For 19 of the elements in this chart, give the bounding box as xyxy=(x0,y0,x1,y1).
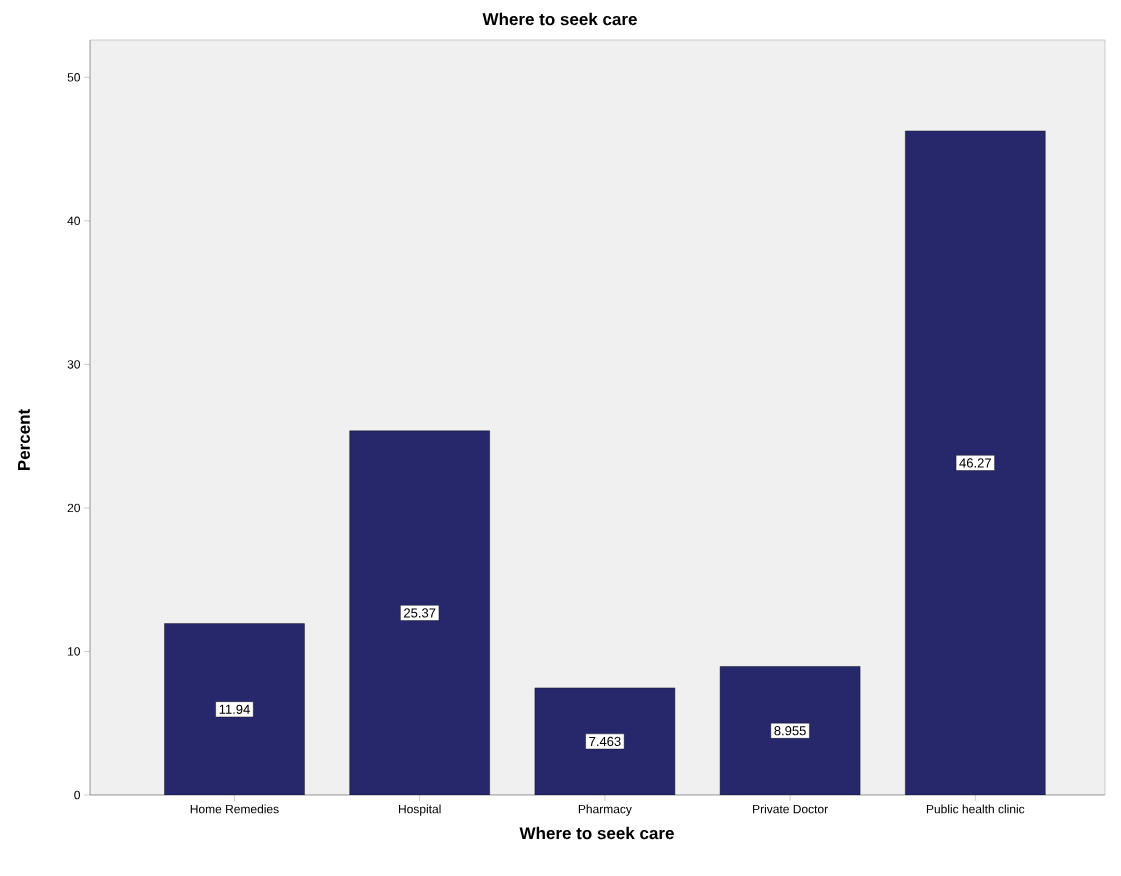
chart-title: Where to seek care xyxy=(482,12,637,26)
x-tick-label: Public health clinic xyxy=(926,804,1025,814)
x-tick-label: Hospital xyxy=(398,804,441,816)
data-label: 25.37 xyxy=(404,608,436,618)
x-tick-label: Private Doctor xyxy=(753,804,828,814)
y-tick-label: 20 xyxy=(67,503,81,513)
x-axis-title: Where to seek care xyxy=(519,826,674,840)
data-label: 7.463 xyxy=(589,736,621,747)
data-label: 8.955 xyxy=(774,726,806,736)
x-tick-label: Pharmacy xyxy=(578,804,632,816)
x-tick-label: Home Remedies xyxy=(190,804,279,814)
y-tick-label: 0 xyxy=(74,790,81,800)
data-label: 46.27 xyxy=(959,458,991,468)
y-tick-label: 50 xyxy=(67,73,81,82)
data-label: 11.94 xyxy=(219,704,250,714)
y-tick-label: 40 xyxy=(67,216,81,226)
y-tick-label: 10 xyxy=(68,647,81,656)
y-axis-title: Percent xyxy=(18,409,30,471)
y-tick-label: 30 xyxy=(67,360,81,369)
